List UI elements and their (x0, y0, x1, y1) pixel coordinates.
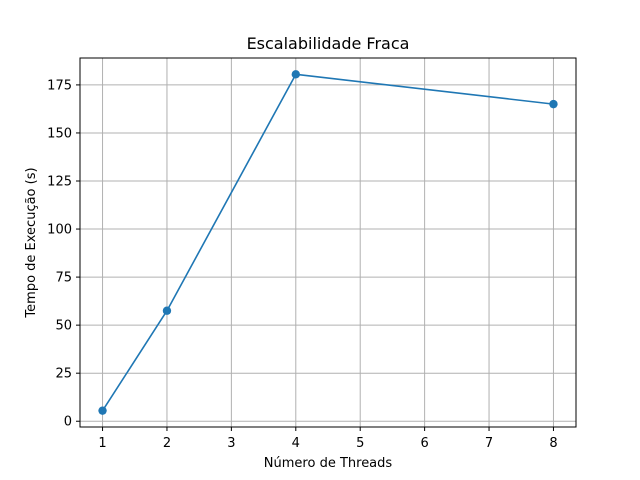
data-point (98, 406, 107, 415)
y-tick-label: 0 (64, 415, 72, 430)
plot-frame (79, 57, 577, 428)
y-tick-label: 25 (55, 367, 72, 382)
chart-title: Escalabilidade Fraca (247, 34, 410, 53)
x-tick-label: 2 (163, 436, 171, 451)
y-tick-label: 100 (47, 223, 72, 238)
data-point (291, 70, 300, 79)
x-tick-label: 3 (227, 436, 235, 451)
y-tick-label: 175 (47, 78, 72, 93)
series-line (101, 73, 554, 412)
series-layer (98, 70, 558, 415)
y-axis-label: Tempo de Execução (s) (24, 167, 39, 318)
x-tick-label: 7 (485, 436, 493, 451)
grid (80, 58, 576, 427)
x-tick-label: 1 (98, 436, 106, 451)
data-point (162, 306, 172, 315)
x-axis-label: Número de Threads (264, 456, 393, 471)
y-tick-label: 50 (55, 319, 72, 334)
x-tick-label: 4 (292, 436, 300, 451)
y-tick-label: 125 (47, 175, 72, 190)
axis-ticks: 1 2 3 4 5 6 7 8 0 25 50 75 100 125 150 175 (47, 78, 557, 451)
data-point (549, 99, 558, 109)
y-tick-label: 75 (55, 271, 72, 286)
y-tick-label: 150 (47, 126, 72, 141)
x-tick-label: 6 (420, 436, 428, 451)
x-tick-label: 5 (356, 436, 364, 451)
x-tick-label: 8 (549, 436, 557, 451)
